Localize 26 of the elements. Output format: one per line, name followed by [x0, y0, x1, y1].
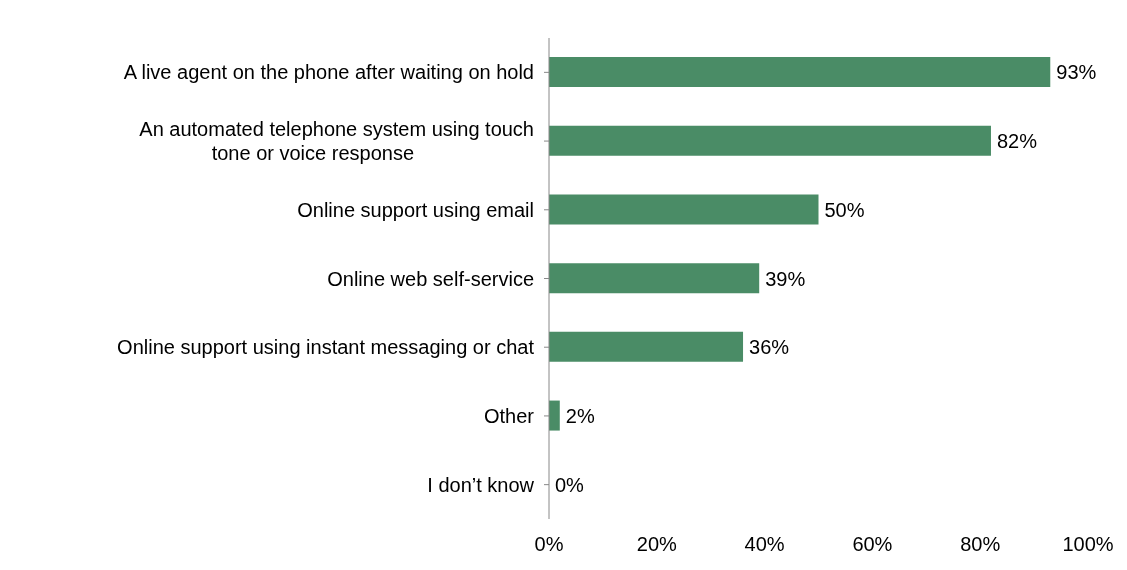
bar — [549, 194, 819, 225]
data-label: 36% — [749, 336, 790, 359]
bar — [549, 400, 560, 431]
bar — [549, 57, 1051, 87]
bar — [549, 125, 991, 156]
data-label: 82% — [996, 130, 1038, 153]
bar — [549, 263, 760, 294]
x-tick-label: 0% — [534, 533, 564, 556]
data-label: 93% — [1056, 61, 1097, 84]
y-tick-label: An automated telephone system using touch tone or voice response — [139, 118, 534, 165]
x-tick-label: 80% — [960, 533, 1001, 556]
x-tick-label: 40% — [744, 533, 785, 556]
x-tick-label: 100% — [1062, 533, 1114, 556]
y-tick-label: Online support using instant messaging or chat — [117, 336, 535, 359]
y-tick-label: A live agent on the phone after waiting on hold — [123, 61, 534, 84]
y-tick-label: Online support using email — [297, 198, 534, 221]
bar — [549, 331, 744, 362]
y-tick-label: Online web self-service — [327, 267, 534, 290]
data-label: 50% — [824, 198, 865, 221]
data-label: 2% — [565, 404, 595, 427]
data-label: 39% — [765, 267, 806, 290]
x-tick-label: 20% — [636, 533, 678, 556]
y-tick-label: I don’t know — [427, 473, 535, 496]
y-tick-label: Other — [483, 404, 535, 427]
data-label: 0% — [555, 473, 585, 496]
x-tick-label: 60% — [852, 533, 893, 556]
